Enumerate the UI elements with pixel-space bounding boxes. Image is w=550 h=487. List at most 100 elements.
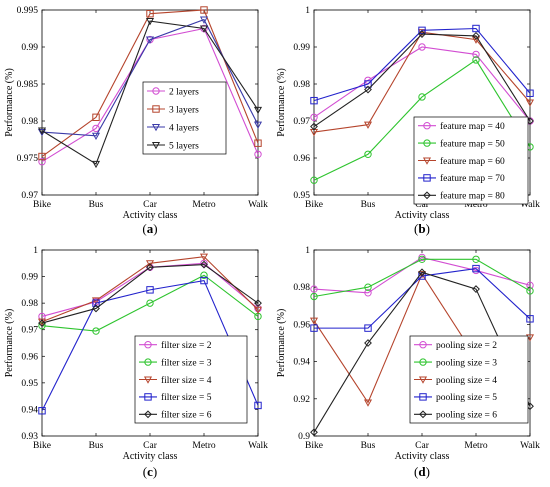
x-tick-label: Bike — [305, 441, 323, 451]
x-axis-label: Activity class — [123, 451, 178, 462]
legend: pooling size = 2 pooling size = 3 pooling … — [409, 335, 529, 424]
data-point — [91, 132, 101, 141]
data-point — [526, 281, 534, 290]
data-point — [92, 327, 100, 335]
y-axis-label: Performance (%) — [4, 309, 15, 378]
x-tick-label: Walk — [248, 441, 268, 451]
panel-label: (a) — [142, 221, 157, 236]
data-point — [364, 85, 372, 94]
legend-label: filter size = 3 — [161, 357, 212, 368]
legend-marker — [152, 105, 160, 113]
data-point — [363, 399, 373, 407]
legend-label: filter size = 4 — [161, 375, 212, 386]
data-point — [364, 339, 372, 347]
x-tick-label: Walk — [520, 441, 540, 451]
data-point — [310, 176, 318, 184]
y-tick-label: 0.99 — [21, 43, 38, 53]
data-point — [364, 289, 372, 297]
data-point — [200, 6, 208, 14]
y-tick-label: 0.97 — [21, 326, 38, 336]
y-tick-label: 0.985 — [17, 80, 39, 90]
series-path — [41, 256, 259, 323]
x-tick-label: Metro — [464, 200, 487, 210]
legend-label: 4 layers — [169, 123, 199, 133]
data-point — [253, 306, 263, 315]
x-tick-label: Car — [143, 441, 158, 451]
chart-panel-d: 0.9 0.92 0.94 0.96 0.98 1 Bike Bus Car Metro Walk A… — [276, 246, 540, 479]
legend-marker — [419, 410, 427, 419]
series-path — [313, 33, 531, 128]
data-point — [92, 299, 100, 307]
data-point — [254, 304, 262, 313]
y-tick-label: 0.96 — [293, 154, 310, 164]
data-point — [310, 122, 318, 131]
data-point — [472, 264, 480, 273]
data-point — [418, 93, 426, 101]
legend-label: feature map = 40 — [440, 121, 505, 132]
legend-marker — [151, 123, 161, 132]
legend-label: feature map = 50 — [440, 138, 505, 149]
series-path — [313, 46, 531, 122]
data-point — [92, 124, 100, 133]
data-point — [310, 96, 318, 105]
y-tick-label: 0.98 — [293, 283, 310, 293]
legend-label: filter size = 5 — [161, 392, 212, 403]
x-tick-label: Car — [415, 441, 430, 451]
x-tick-label: Car — [143, 200, 158, 210]
series-path — [313, 256, 531, 294]
legend-label: pooling size = 6 — [436, 411, 497, 421]
legend: feature map = 40 feature map = 50 feature … — [413, 116, 529, 205]
data-point — [310, 292, 318, 301]
data-point — [526, 315, 534, 323]
y-tick-label: 0.9 — [298, 432, 310, 442]
x-tick-label: Bus — [361, 441, 376, 451]
legend-marker — [419, 393, 427, 401]
data-point — [253, 121, 263, 129]
series-path — [313, 258, 531, 298]
legend: 2 layers 3 layers 4 layers 5 layers — [142, 81, 227, 155]
series-path — [313, 271, 531, 433]
series-line-4 — [37, 18, 263, 169]
data-point — [92, 113, 100, 121]
panel-label: (b) — [414, 221, 430, 236]
x-tick-label: Bike — [33, 200, 51, 210]
legend-marker — [144, 358, 152, 366]
y-tick-label: 0.92 — [293, 395, 310, 405]
data-point — [145, 260, 155, 268]
legend-marker — [144, 410, 152, 419]
y-tick-label: 0.94 — [21, 405, 38, 415]
data-point — [310, 428, 318, 437]
legend: filter size = 2 filter size = 3 filter siz… — [134, 335, 248, 424]
series-path — [41, 279, 259, 412]
data-point — [472, 31, 480, 40]
data-point — [200, 260, 208, 269]
data-point — [91, 160, 101, 169]
data-point — [363, 121, 373, 129]
legend-label: pooling size = 2 — [436, 341, 497, 351]
data-point — [418, 30, 426, 38]
data-point — [91, 297, 101, 305]
series-path — [41, 274, 259, 332]
series-line-5 — [310, 268, 534, 437]
y-tick-label: 1 — [305, 6, 310, 16]
y-tick-label: 0.96 — [21, 352, 38, 362]
data-point — [364, 283, 372, 291]
chart-panel-c: 0.93 0.94 0.95 0.96 0.97 0.98 0.99 1 Bike Bus Car M… — [4, 246, 268, 479]
x-axis-label: Activity class — [123, 210, 178, 221]
data-point — [526, 89, 534, 97]
data-point — [418, 43, 426, 51]
data-point — [471, 36, 481, 44]
data-point — [38, 158, 46, 166]
panel-label: (c) — [143, 464, 157, 479]
y-tick-label: 0.97 — [293, 117, 310, 127]
y-tick-label: 0.93 — [21, 432, 38, 442]
legend-marker — [423, 139, 431, 147]
data-point — [254, 299, 262, 308]
data-point — [525, 99, 535, 107]
data-point — [472, 285, 480, 293]
y-axis-label: Performance (%) — [276, 309, 287, 378]
y-tick-label: 0.98 — [293, 80, 310, 90]
data-point — [310, 113, 318, 122]
legend-label: 2 layers — [169, 87, 199, 97]
